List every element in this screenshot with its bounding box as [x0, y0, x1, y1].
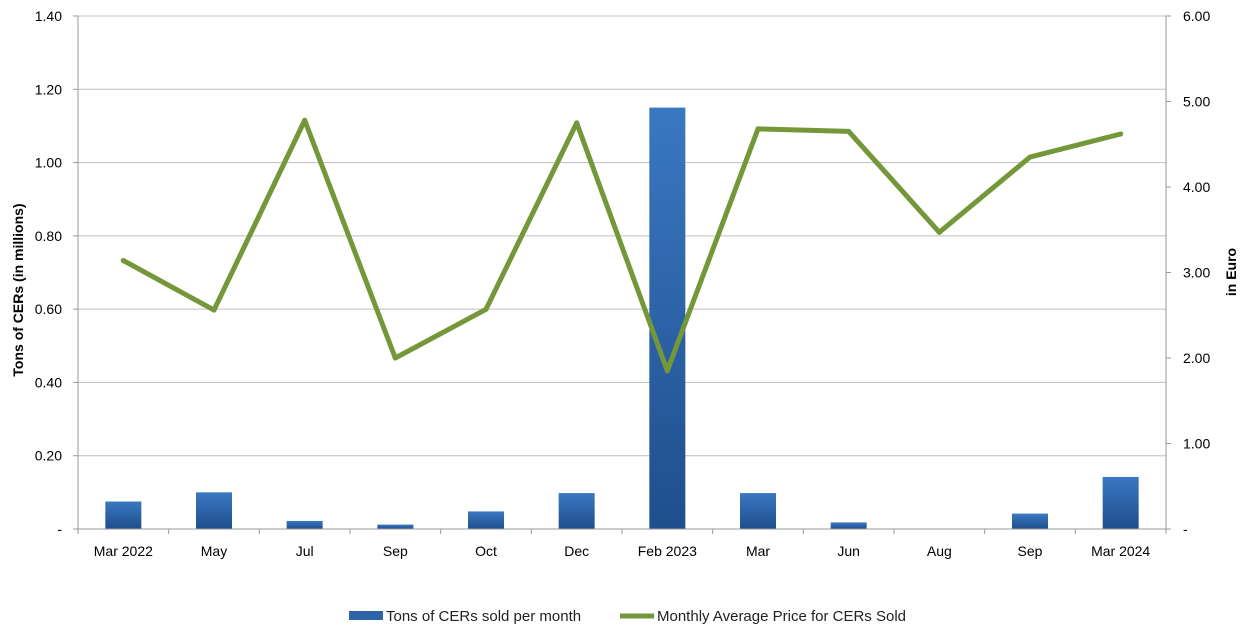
price-point-8 — [846, 128, 852, 134]
y2-tick-label-5: 5.00 — [1183, 94, 1210, 110]
price-point-5 — [574, 120, 580, 126]
left-axis-title: Tons of CERs (in millions) — [10, 203, 26, 376]
bar-0 — [105, 501, 142, 529]
x-axis-ticks: Mar 2022 May Jul Sep Oct Dec Feb 2023 Mar Jun Aug… — [94, 543, 1151, 559]
x-tick-label-6: Feb 2023 — [638, 543, 697, 559]
y2-tick-label-4: 4.00 — [1183, 179, 1210, 195]
legend-swatch-bars — [349, 611, 383, 620]
bar-2 — [286, 520, 323, 529]
x-tick-label-0: Mar 2022 — [94, 543, 153, 559]
x-tick-label-3: Sep — [383, 543, 408, 559]
y2-tick-label-6: 6.00 — [1183, 8, 1210, 24]
bar-5 — [558, 493, 595, 529]
x-tick-label-5: Dec — [564, 543, 589, 559]
gridlines — [78, 15, 1166, 457]
bar-10 — [1012, 513, 1048, 529]
bar-series — [105, 107, 1139, 529]
x-tick-label-9: Aug — [927, 543, 952, 559]
y-tick-label-7: 1.40 — [35, 8, 62, 24]
bar-6 — [649, 107, 686, 529]
price-point-7 — [755, 126, 761, 132]
left-axis-ticks: - 0.20 0.40 0.60 0.80 1.00 1.20 1.40 — [35, 8, 63, 537]
legend: Tons of CERs sold per month Monthly Aver… — [349, 608, 906, 625]
bar-8 — [830, 522, 867, 529]
price-point-6 — [664, 368, 670, 374]
x-tick-label-10: Sep — [1018, 543, 1043, 559]
right-axis-ticks: - 1.00 2.00 3.00 4.00 5.00 6.00 — [1183, 8, 1210, 537]
price-point-1 — [211, 307, 217, 313]
bar-1 — [196, 492, 232, 529]
bar-7 — [740, 493, 776, 529]
legend-label-line: Monthly Average Price for CERs Sold — [657, 608, 906, 625]
right-axis-title: in Euro — [1223, 248, 1239, 296]
axes — [73, 15, 1171, 534]
x-tick-label-8: Jun — [837, 543, 860, 559]
bar-4 — [468, 511, 504, 529]
price-point-0 — [120, 258, 126, 264]
y-tick-label-5: 1.00 — [35, 155, 62, 171]
line-series — [120, 117, 1124, 374]
legend-label-bars: Tons of CERs sold per month — [386, 608, 581, 625]
bar-11 — [1102, 476, 1139, 529]
price-line — [120, 117, 1124, 374]
y-tick-label-3: 0.60 — [35, 301, 62, 317]
y-tick-label-4: 0.80 — [35, 228, 62, 244]
y2-tick-label-0: - — [1183, 521, 1188, 537]
y2-tick-label-2: 2.00 — [1183, 350, 1210, 366]
price-point-3 — [392, 355, 398, 361]
price-point-4 — [483, 306, 489, 312]
y-tick-label-1: 0.20 — [35, 448, 62, 464]
y-tick-label-2: 0.40 — [35, 374, 62, 390]
y2-tick-label-3: 3.00 — [1183, 265, 1210, 281]
y-tick-label-6: 1.20 — [35, 81, 62, 97]
price-point-10 — [1027, 154, 1033, 160]
x-tick-label-7: Mar — [746, 543, 770, 559]
y-tick-label-0: - — [57, 521, 62, 537]
x-tick-label-1: May — [201, 543, 227, 559]
x-tick-label-11: Mar 2024 — [1091, 543, 1150, 559]
price-point-11 — [1118, 131, 1124, 137]
price-point-9 — [936, 229, 942, 235]
x-tick-label-4: Oct — [475, 543, 497, 559]
price-point-2 — [302, 117, 308, 123]
bar-3 — [377, 524, 414, 529]
x-tick-label-2: Jul — [296, 543, 314, 559]
y2-tick-label-1: 1.00 — [1183, 436, 1210, 452]
